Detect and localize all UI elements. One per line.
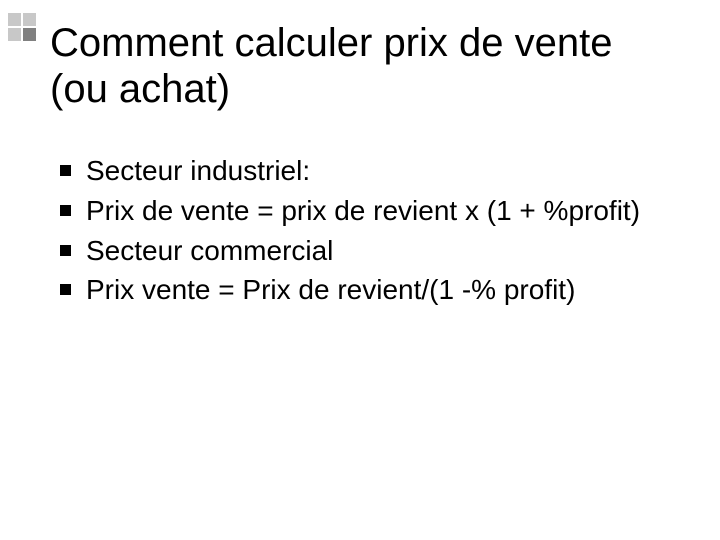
list-item: Secteur commercial [60,232,680,270]
list-item: Prix vente = Prix de revient/(1 -% profi… [60,271,680,309]
list-item: Prix de vente = prix de revient x (1 + %… [60,192,680,230]
list-item: Secteur industriel: [60,152,680,190]
slide: Comment calculer prix de vente (ou achat… [0,0,720,540]
bullet-list: Secteur industriel: Prix de vente = prix… [60,152,680,309]
slide-title: Comment calculer prix de vente (ou achat… [50,20,680,112]
